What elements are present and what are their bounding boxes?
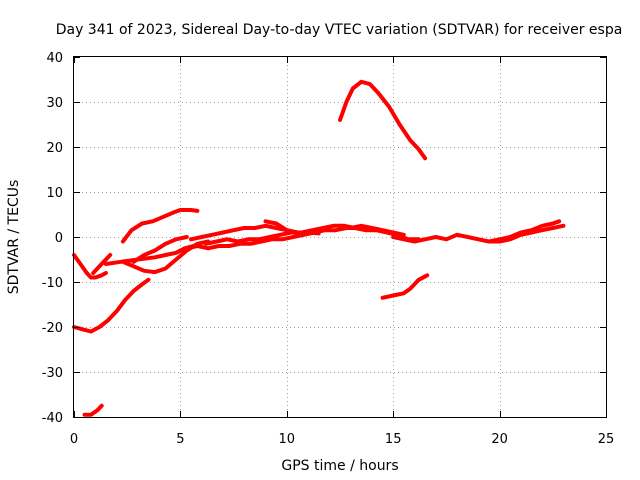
y-tick-labels: -40 -30 -20 -10 0 10 20 30 40 (42, 51, 63, 426)
y-tick-label: 10 (46, 186, 63, 201)
series-line-arc-14 (391, 223, 566, 244)
series-line-arc-2 (91, 253, 113, 275)
series-line-arc-12 (338, 79, 428, 161)
x-tick-label: 20 (491, 432, 508, 447)
grid (74, 57, 606, 417)
series-line-arc-17 (82, 403, 104, 417)
series-line-arc-10 (263, 219, 321, 236)
series-line-arc-1 (72, 253, 108, 280)
series-line-arc-6 (131, 235, 189, 264)
series-line-arc-8 (189, 223, 300, 242)
x-tick-label: 5 (176, 432, 184, 447)
ticks (74, 57, 607, 418)
y-tick-label: -20 (42, 321, 63, 336)
y-tick-label: -10 (42, 276, 63, 291)
y-tick-label: 40 (46, 51, 63, 66)
y-tick-label: -40 (42, 411, 63, 426)
y-tick-label: 20 (46, 141, 63, 156)
x-tick-label: 10 (279, 432, 296, 447)
series-line-arc-16 (72, 277, 151, 334)
series-line-arc-4 (120, 208, 200, 244)
x-tick-label: 15 (385, 432, 402, 447)
series-line-arc-7 (184, 226, 359, 251)
series-line-arc-11 (338, 223, 406, 237)
y-tick-label: 30 (46, 96, 63, 111)
y-tick-label: 0 (55, 231, 63, 246)
y-axis-title: SDTVAR / TECUs (6, 180, 22, 295)
x-tick-labels: 0 5 10 15 20 25 (70, 432, 614, 447)
series-line-arc-13 (380, 273, 430, 300)
x-axis-title: GPS time / hours (281, 458, 398, 474)
series-group (72, 79, 566, 417)
x-tick-label: 0 (70, 432, 78, 447)
series-line-arc-15 (487, 219, 562, 244)
x-tick-label: 25 (598, 432, 615, 447)
plot-frame (73, 56, 607, 418)
chart-title: Day 341 of 2023, Sidereal Day-to-day VTE… (56, 22, 623, 38)
y-tick-label: -30 (42, 366, 63, 381)
